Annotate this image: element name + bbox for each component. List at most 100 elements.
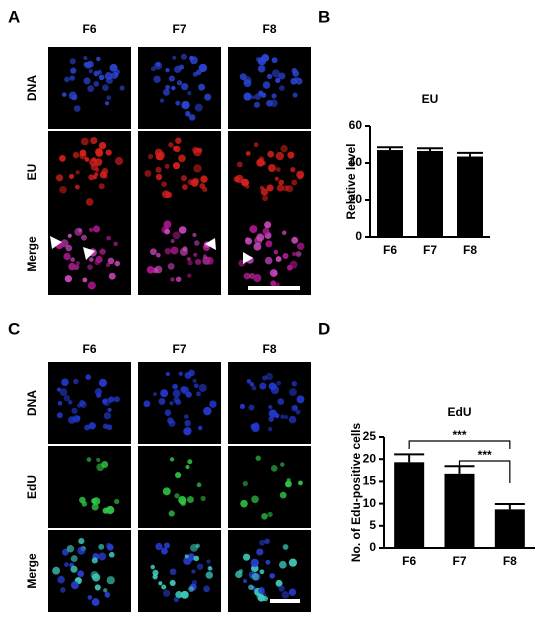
nucleus xyxy=(144,169,152,177)
nucleus xyxy=(74,184,80,190)
nucleus xyxy=(98,141,107,150)
y-tick-label: 20 xyxy=(363,451,377,465)
panel-label: D xyxy=(318,319,330,338)
nucleus xyxy=(180,590,189,599)
nucleus xyxy=(69,75,76,81)
nucleus xyxy=(288,415,297,424)
nucleus xyxy=(158,581,163,586)
nucleus xyxy=(105,262,111,268)
nucleus xyxy=(198,63,208,73)
micrograph xyxy=(138,213,221,295)
nucleus xyxy=(196,391,201,397)
error-bar xyxy=(394,453,425,463)
x-tick-label: F6 xyxy=(402,554,416,568)
nucleus xyxy=(71,407,78,414)
nucleus xyxy=(265,373,273,381)
nucleus xyxy=(277,398,285,405)
nucleus xyxy=(187,90,192,96)
nucleus xyxy=(106,95,111,101)
nucleus xyxy=(268,404,273,410)
nucleus xyxy=(169,568,177,576)
nucleus xyxy=(267,163,276,172)
nucleus xyxy=(106,576,115,585)
y-axis-label: Relative level xyxy=(344,143,358,219)
nucleus xyxy=(163,542,170,549)
nucleus xyxy=(298,480,303,486)
nucleus xyxy=(192,177,200,185)
nucleus xyxy=(238,569,243,574)
nucleus xyxy=(106,424,113,431)
nucleus xyxy=(275,579,283,587)
nucleus xyxy=(161,584,167,590)
nucleus xyxy=(268,416,275,422)
nucleus xyxy=(245,151,251,156)
nucleus xyxy=(70,581,79,590)
nucleus xyxy=(206,559,211,564)
nucleus xyxy=(200,495,206,502)
nucleus xyxy=(59,185,67,194)
nucleus xyxy=(181,83,189,91)
y-tick-label: 25 xyxy=(363,429,377,443)
nucleus xyxy=(81,501,88,507)
nucleus xyxy=(155,173,163,181)
nucleus xyxy=(236,161,243,168)
nucleus xyxy=(169,579,176,586)
nucleus xyxy=(84,424,91,431)
nucleus xyxy=(155,166,162,173)
nucleus xyxy=(156,252,161,258)
nucleus xyxy=(184,371,192,379)
nucleus xyxy=(196,482,202,488)
nucleus xyxy=(248,584,254,590)
nucleus xyxy=(189,55,194,61)
column-header: F8 xyxy=(262,342,276,356)
nucleus xyxy=(285,480,292,488)
nucleus xyxy=(97,69,103,75)
nucleus xyxy=(203,406,212,416)
bar xyxy=(457,156,483,237)
nucleus xyxy=(290,167,296,173)
y-tick-label: 10 xyxy=(363,496,377,510)
nucleus xyxy=(271,93,277,99)
nucleus xyxy=(175,276,182,283)
nucleus xyxy=(150,248,157,256)
nucleus xyxy=(203,585,210,593)
nucleus xyxy=(267,150,275,158)
nucleus xyxy=(194,103,203,112)
nucleus xyxy=(72,151,80,159)
nucleus xyxy=(255,455,261,461)
nucleus xyxy=(291,179,298,186)
nucleus xyxy=(180,175,187,182)
nucleus xyxy=(257,58,265,65)
nucleus xyxy=(164,163,170,169)
nucleus xyxy=(95,255,103,264)
nucleus xyxy=(251,495,259,504)
nucleus xyxy=(286,478,291,483)
nucleus xyxy=(243,92,252,101)
nucleus xyxy=(152,574,158,580)
nucleus xyxy=(270,385,280,395)
nucleus xyxy=(102,173,108,179)
nucleus xyxy=(280,462,285,467)
nucleus xyxy=(174,65,182,73)
micrograph xyxy=(138,47,221,129)
nucleus xyxy=(91,598,100,607)
nucleus xyxy=(204,93,212,101)
nucleus xyxy=(98,183,105,190)
nucleus xyxy=(67,233,72,238)
nucleus xyxy=(93,225,101,233)
nucleus xyxy=(86,457,92,462)
micrograph xyxy=(138,530,221,612)
nucleus xyxy=(152,392,158,397)
nucleus xyxy=(175,100,181,106)
nucleus xyxy=(248,404,255,411)
nucleus xyxy=(178,226,187,234)
nucleus xyxy=(245,237,253,245)
nucleus xyxy=(184,554,189,559)
nucleus xyxy=(147,153,154,160)
nucleus xyxy=(274,176,279,181)
nucleus xyxy=(205,256,214,265)
chart-title: EU xyxy=(422,92,439,106)
nucleus xyxy=(281,591,290,599)
nucleus xyxy=(78,537,85,545)
bar xyxy=(377,150,403,237)
